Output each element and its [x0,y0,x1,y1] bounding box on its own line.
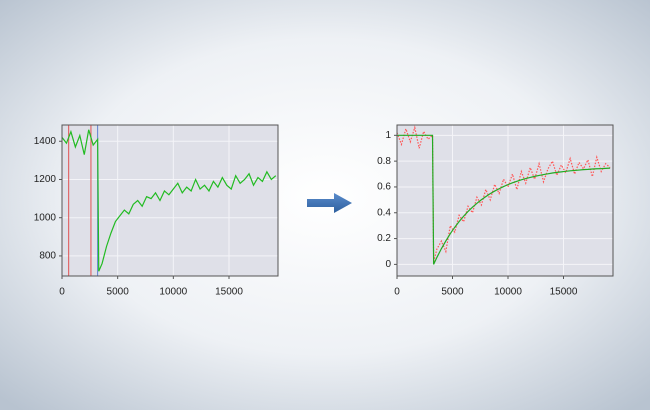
y-tick-label: 1400 [34,136,57,147]
x-tick-label: 15000 [550,287,578,298]
plot-area [396,124,614,277]
plot-frame [61,124,279,277]
x-tick-label: 10000 [159,287,187,298]
plot-frame [396,124,614,277]
x-tick-label: 10000 [494,287,522,298]
plot-area [61,124,279,277]
y-tick-label: 0.4 [377,207,391,218]
arrow [307,193,352,213]
x-tick-label: 0 [59,287,65,298]
data-line [61,129,277,272]
y-tick-label: 1000 [34,212,57,223]
x-tick-label: 15000 [215,287,243,298]
y-tick-label: 800 [39,251,56,262]
x-tick-label: 0 [394,287,400,298]
y-tick-label: 0.6 [377,182,391,193]
x-tick-label: 5000 [107,287,130,298]
y-tick-label: 1 [385,130,391,141]
x-tick-label: 5000 [441,287,464,298]
y-tick-label: 0.2 [377,233,391,244]
y-tick-label: 1200 [34,174,57,185]
data-line [397,134,611,265]
y-tick-label: 0 [385,259,391,270]
y-tick-label: 0.8 [377,156,391,167]
